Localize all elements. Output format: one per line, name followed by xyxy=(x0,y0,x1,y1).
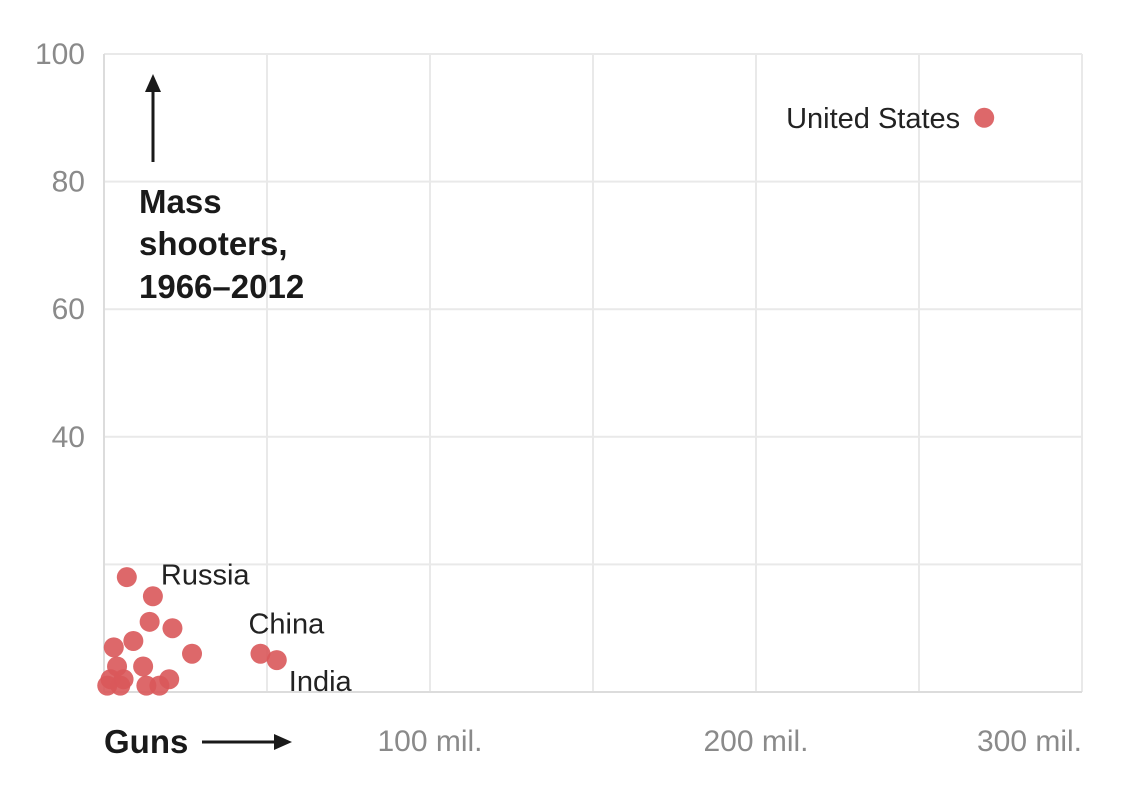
y-axis-label-line-3: 1966–2012 xyxy=(139,268,304,305)
x-axis-label-group: Guns xyxy=(104,723,292,760)
y-tick-label: 40 xyxy=(52,421,85,454)
x-axis-label: Guns xyxy=(104,723,188,760)
data-point xyxy=(123,630,144,651)
grid xyxy=(103,53,1083,693)
data-point xyxy=(250,643,271,664)
data-point xyxy=(103,637,124,658)
data-point xyxy=(162,618,183,639)
point-label: China xyxy=(248,609,325,641)
x-tick-label: 100 mil. xyxy=(377,725,482,758)
x-axis-arrowhead xyxy=(274,734,292,750)
y-axis-label-group: Mass shooters, 1966–2012 xyxy=(139,74,304,305)
tick-labels: 40 60 80 100 100 mil. 200 mil. 300 mil. xyxy=(35,38,1082,758)
point-label: United States xyxy=(786,103,960,135)
data-point xyxy=(142,586,163,607)
point-label: India xyxy=(289,666,353,698)
y-tick-label: 60 xyxy=(52,293,85,326)
y-axis-label-line-2: shooters, xyxy=(139,225,288,262)
x-tick-label: 300 mil. xyxy=(977,725,1082,758)
data-point xyxy=(116,567,137,588)
data-point xyxy=(266,650,287,671)
data-point xyxy=(133,656,154,677)
y-tick-label: 80 xyxy=(52,166,85,199)
point-labels: United States Russia China India xyxy=(161,103,960,698)
y-axis-label-line-1: Mass xyxy=(139,183,222,220)
data-point xyxy=(149,675,170,696)
data-points xyxy=(97,107,995,696)
point-label: Russia xyxy=(161,559,251,591)
y-tick-label: 100 xyxy=(35,38,85,71)
y-axis-arrowhead xyxy=(145,74,161,92)
data-point xyxy=(97,675,118,696)
y-axis-label: Mass shooters, 1966–2012 xyxy=(139,183,304,305)
data-point xyxy=(139,611,160,632)
x-tick-label: 200 mil. xyxy=(703,725,808,758)
data-point xyxy=(974,107,995,128)
data-point xyxy=(182,643,203,664)
